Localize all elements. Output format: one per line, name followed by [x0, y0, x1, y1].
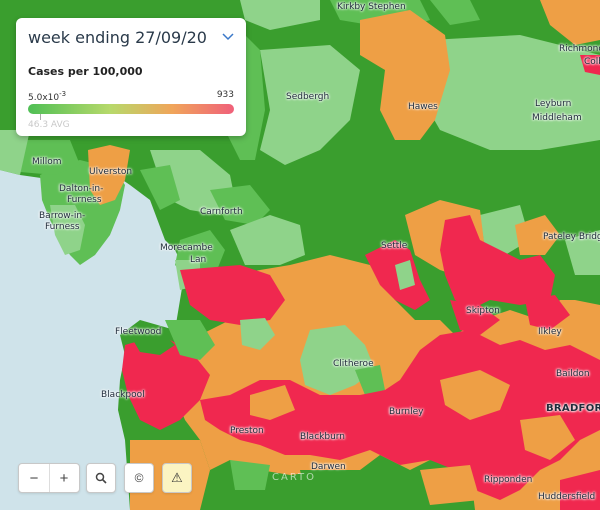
place-label: Kirkby Stephen — [337, 2, 406, 12]
scale-min-exponent: -3 — [59, 90, 67, 98]
period-selector-label[interactable]: week ending 27/09/20 — [28, 28, 207, 47]
region — [525, 295, 570, 330]
zoom-in-button[interactable]: + — [59, 469, 69, 487]
region — [20, 140, 80, 175]
place-label: Barrow-in- — [39, 211, 86, 221]
place-label: Burnley — [389, 407, 424, 417]
region — [355, 365, 385, 395]
region — [165, 320, 215, 360]
place-label: Dalton-in- — [59, 184, 104, 194]
place-label: Ulverston — [89, 167, 133, 177]
region — [515, 215, 560, 255]
legend-panel: week ending 27/09/20 Cases per 100,000 5… — [16, 18, 246, 136]
region — [200, 330, 600, 500]
region — [130, 330, 175, 355]
region — [210, 185, 270, 225]
region — [230, 215, 305, 265]
place-label: Huddersfield — [538, 492, 596, 502]
search-button[interactable] — [86, 463, 116, 493]
region — [240, 0, 320, 30]
place-label: Furness — [45, 222, 80, 232]
region — [580, 55, 600, 75]
average-marker — [40, 114, 41, 120]
metric-title: Cases per 100,000 — [28, 65, 143, 78]
region — [0, 130, 30, 175]
region — [300, 470, 335, 495]
region — [230, 460, 270, 490]
place-label: Blackburn — [300, 432, 346, 442]
region — [50, 205, 85, 255]
region — [300, 325, 375, 395]
average-label: 46.3 AVG — [28, 120, 70, 130]
region — [450, 300, 500, 335]
search-icon — [95, 472, 107, 484]
region — [260, 45, 360, 165]
region — [440, 370, 510, 420]
region — [560, 470, 600, 510]
region — [250, 385, 295, 420]
scale-min-base: 5.0x10 — [28, 93, 60, 103]
place-label: Preston — [230, 426, 264, 436]
place-label: Furness — [67, 195, 102, 205]
region — [520, 415, 575, 460]
color-scale-bar — [28, 104, 234, 114]
region — [180, 265, 285, 325]
place-label: Ilkley — [538, 327, 562, 337]
region — [240, 318, 275, 350]
place-label: Fleetwood — [115, 327, 162, 337]
zoom-out-button[interactable]: − — [29, 469, 39, 487]
region — [360, 10, 450, 140]
region — [540, 0, 600, 45]
place-label: Ripponden — [484, 475, 533, 485]
region — [430, 0, 480, 25]
place-label: BRADFOR — [546, 403, 600, 414]
warning-icon: ⚠ — [171, 470, 183, 485]
region — [565, 230, 600, 275]
place-label: Hawes — [408, 102, 438, 112]
place-label: Colb — [584, 57, 600, 67]
scale-max: 933 — [216, 90, 234, 100]
place-label: Sedbergh — [286, 92, 330, 102]
region — [420, 35, 600, 150]
region — [420, 465, 480, 505]
place-label: Pateley Bridg — [543, 232, 600, 242]
place-label: Clitheroe — [333, 359, 374, 369]
region — [440, 215, 555, 310]
map-attribution: CARTO — [272, 472, 317, 483]
place-label: Darwen — [311, 462, 346, 472]
place-label: Blackpool — [101, 390, 145, 400]
warning-button[interactable]: ⚠ — [162, 463, 192, 493]
place-label: Middleham — [532, 113, 582, 123]
chevron-down-icon[interactable] — [222, 30, 234, 44]
place-label: Carnforth — [200, 207, 243, 217]
divider — [48, 464, 50, 492]
place-label: Morecambe — [160, 243, 213, 253]
place-label: Settle — [381, 241, 408, 251]
scale-min: 5.0x10-3 — [28, 90, 66, 103]
region — [480, 205, 530, 255]
place-label: Lan — [190, 255, 207, 265]
copyright-icon: © — [134, 471, 144, 485]
place-label: Baildon — [556, 369, 590, 379]
copyright-button[interactable]: © — [124, 463, 154, 493]
place-label: Skipton — [466, 306, 500, 316]
zoom-control: − + — [18, 463, 80, 493]
region — [140, 165, 180, 210]
region — [88, 145, 130, 205]
region — [395, 260, 415, 290]
region — [122, 335, 210, 430]
place-label: Leyburn — [535, 99, 572, 109]
place-label: Richmond — [559, 44, 600, 54]
place-label: Millom — [32, 157, 62, 167]
